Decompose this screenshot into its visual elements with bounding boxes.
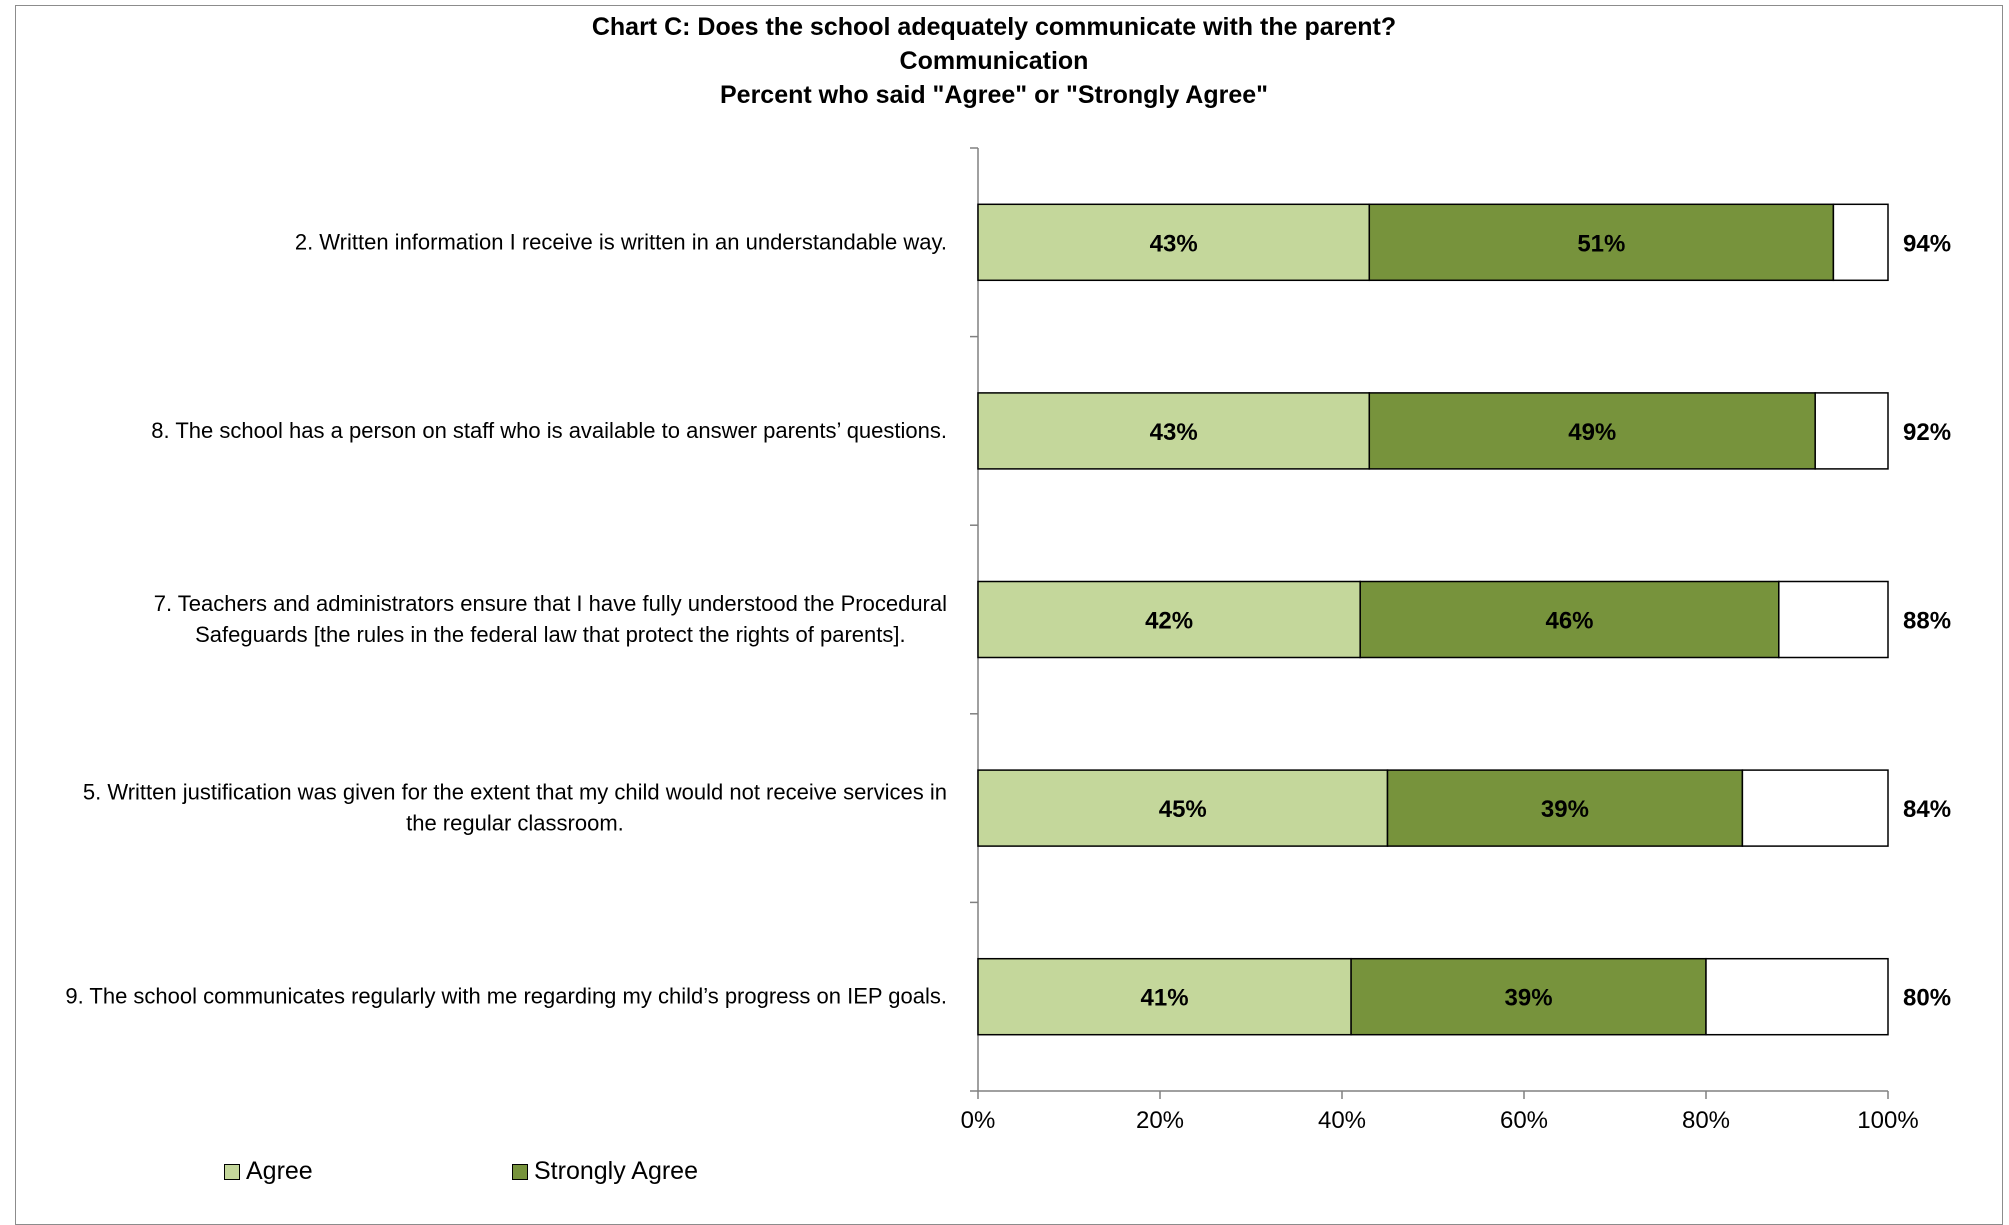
x-tick-label: 20% [1136, 1107, 1184, 1134]
legend-swatch-strongly-agree [512, 1163, 528, 1180]
data-label-agree: 41% [1141, 985, 1189, 1012]
category-label: 2. Written information I receive is writ… [295, 229, 947, 254]
bar-agree [977, 769, 1389, 847]
bar-strongly-agree [1350, 957, 1707, 1036]
data-label-strongly-agree: 49% [1568, 419, 1616, 446]
bar-remainder [1814, 392, 1889, 470]
bar-remainder [1741, 769, 1889, 847]
total-label: 80% [1903, 985, 1951, 1012]
data-label-strongly-agree: 51% [1577, 230, 1625, 257]
chart-title-line-1: Chart C: Does the school adequately comm… [591, 13, 1397, 41]
bar-agree [977, 580, 1361, 659]
bar-strongly-agree [1386, 769, 1744, 847]
category-label: 9. The school communicates regularly wit… [65, 984, 947, 1009]
bar-remainder [1705, 957, 1889, 1036]
data-label-agree: 43% [1150, 419, 1198, 446]
legend-item-agree: Agree [224, 1157, 313, 1186]
x-tick-label: 80% [1682, 1107, 1730, 1134]
category-label: 7. Teachers and administrators ensure th… [154, 591, 947, 616]
x-tick-label: 60% [1500, 1107, 1548, 1134]
data-label-strongly-agree: 39% [1505, 985, 1553, 1012]
data-label-strongly-agree: 39% [1541, 796, 1589, 823]
data-label-agree: 43% [1150, 230, 1198, 257]
stacked-bar-chart: 0% 20% 40% 60% 80% 100% 43% 51% 94% 2. Written in… [65, 147, 1951, 1134]
x-tick-label: 40% [1318, 1107, 1366, 1134]
chart-title-line-3: Percent who said "Agree" or "Strongly Ag… [720, 81, 1268, 109]
chart-title: Chart C: Does the school adequately comm… [0, 10, 1988, 112]
bar-agree [977, 957, 1352, 1036]
bar-remainder [1778, 580, 1889, 659]
x-tick-label: 100% [1857, 1107, 1918, 1134]
bar-remainder [1832, 203, 1889, 282]
total-label: 92% [1903, 419, 1951, 446]
total-label: 94% [1903, 230, 1951, 257]
x-tick-label: 0% [961, 1107, 996, 1134]
legend-swatch-agree [224, 1163, 240, 1180]
data-label-agree: 45% [1159, 796, 1207, 823]
total-label: 84% [1903, 796, 1951, 823]
chart-title-line-2: Communication [899, 47, 1089, 75]
bar-strongly-agree [1368, 203, 1835, 282]
total-label: 88% [1903, 608, 1951, 635]
bar-strongly-agree [1359, 580, 1780, 659]
category-label: 5. Written justification was given for t… [83, 780, 947, 805]
bar-strongly-agree [1368, 392, 1816, 470]
legend-item-strongly-agree: Strongly Agree [512, 1157, 698, 1186]
bar-agree [977, 392, 1371, 470]
category-label: 8. The school has a person on staff who … [151, 418, 947, 443]
legend-label-agree: Agree [246, 1157, 313, 1185]
legend-label-strongly-agree: Strongly Agree [534, 1157, 698, 1185]
data-label-agree: 42% [1145, 608, 1193, 635]
category-label: Safeguards [the rules in the federal law… [195, 622, 906, 647]
category-label: the regular classroom. [406, 811, 624, 836]
data-label-strongly-agree: 46% [1545, 608, 1593, 635]
bar-agree [977, 203, 1371, 282]
